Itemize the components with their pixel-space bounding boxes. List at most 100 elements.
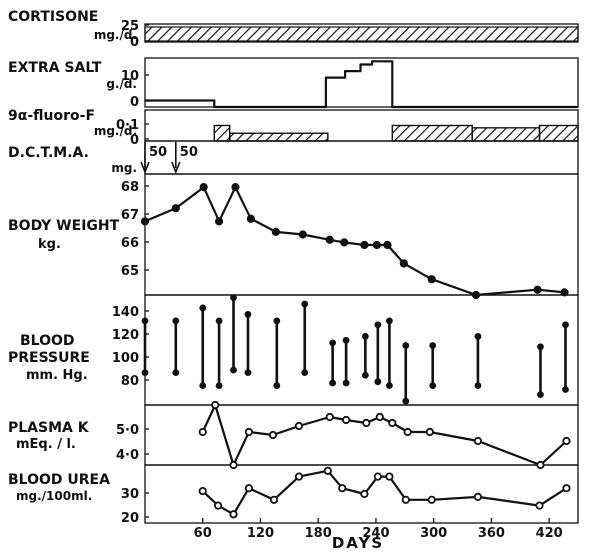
cortisone-label-1: mg./d.	[94, 28, 137, 42]
plasma-k-point	[403, 427, 412, 437]
blood-urea-ytick: 20	[121, 511, 139, 526]
fluoro-f-label-0: 9α-fluoro-F	[8, 108, 95, 124]
bp-systolic-point	[172, 317, 180, 325]
body-weight-point	[271, 227, 280, 236]
bp-systolic-point	[402, 342, 410, 349]
plasma-k-point	[211, 400, 220, 410]
body-weight-frame	[144, 173, 579, 296]
blood-pressure-label-1: PRESSURE	[8, 350, 90, 366]
body-weight-point	[340, 238, 349, 247]
blood-urea-frame	[144, 464, 579, 524]
plasma-k-point	[388, 418, 397, 428]
plasma-k-point	[198, 427, 207, 437]
blood-urea-point	[323, 466, 332, 475]
body-weight-point	[360, 240, 369, 250]
x-tick-label: 300	[420, 526, 447, 541]
bp-systolic-point	[244, 311, 252, 318]
cortisone-dose-band	[144, 26, 579, 42]
cortisone-label-0: CORTISONE	[8, 9, 98, 25]
bp-diastolic-point	[199, 382, 207, 389]
plasma-k-point	[473, 436, 483, 446]
body-weight-ytick: 67	[121, 208, 139, 223]
bp-diastolic-point	[474, 382, 482, 389]
bp-diastolic-point	[361, 371, 369, 379]
bp-diastolic-point	[329, 379, 337, 387]
x-tick-label: 120	[247, 526, 274, 541]
x-axis: DAYS 60 120 180 240 300 360 420	[194, 518, 563, 552]
blood-urea-point	[198, 486, 207, 496]
bp-systolic-point	[374, 321, 382, 329]
fluoro-f-dose-bar	[471, 127, 541, 142]
body-weight-point	[427, 275, 436, 284]
bp-systolic-point	[199, 304, 207, 312]
bp-diastolic-point	[386, 382, 393, 389]
body-weight-point	[246, 214, 255, 223]
plasma-k-point	[268, 430, 278, 440]
bp-systolic-point	[474, 333, 482, 340]
bp-diastolic-point	[301, 369, 309, 377]
blood-urea-point	[535, 501, 544, 510]
plasma-k-point	[244, 427, 254, 437]
blood-urea-point	[360, 489, 369, 499]
fluoro-f-ytick: 0·1	[116, 118, 139, 133]
blood-urea-point	[294, 472, 304, 481]
blood-urea-point	[373, 472, 382, 481]
blood-pressure-frame	[144, 294, 579, 406]
blood-urea-point	[427, 495, 436, 504]
x-tick-label: 240	[362, 526, 389, 541]
dctma-label-1: mg.	[111, 161, 137, 175]
blood-pressure-ytick: 100	[112, 351, 139, 366]
blood-pressure-ytick: 140	[112, 305, 139, 320]
body-weight-point	[399, 259, 408, 268]
body-weight-point	[372, 240, 381, 250]
plasma-k-point	[562, 436, 571, 446]
body-weight-point	[199, 183, 208, 192]
x-tick-label: 420	[536, 526, 563, 541]
plasma-k-point	[325, 412, 334, 422]
body-weight-point	[325, 235, 334, 244]
cortisone-ytick: 25	[121, 19, 139, 34]
bp-diastolic-point	[342, 379, 350, 387]
dctma-dose-label: 50	[180, 145, 198, 160]
plasma-k-point	[375, 412, 384, 422]
extra-salt-frame	[144, 57, 579, 108]
chart-marks: 50 50	[140, 26, 579, 519]
bp-systolic-point	[301, 300, 309, 308]
body-weight-point	[171, 204, 180, 213]
plasma-k-line	[201, 403, 568, 467]
body-weight-point	[231, 183, 240, 192]
plasma-k-point	[342, 415, 351, 425]
blood-urea-point	[229, 510, 238, 519]
plasma-k-ytick: 5·0	[116, 423, 139, 438]
x-tick-label: 360	[478, 526, 505, 541]
dctma-label-0: D.C.T.M.A.	[8, 145, 89, 161]
blood-urea-ytick: 30	[121, 487, 139, 502]
fluoro-f-label-1: mg./d.	[94, 124, 137, 138]
body-weight-ytick: 68	[121, 180, 139, 195]
bp-diastolic-point	[537, 391, 544, 399]
body-weight-label-0: BODY WEIGHT	[8, 218, 120, 234]
bp-diastolic-point	[244, 369, 252, 377]
body-weight-label-1: kg.	[38, 237, 61, 252]
blood-urea-point	[401, 495, 410, 504]
extra-salt-ytick: 10	[121, 69, 139, 84]
blood-urea-label-0: BLOOD UREA	[8, 472, 110, 488]
blood-urea-point	[214, 501, 223, 510]
blood-pressure-label-0: BLOOD	[20, 333, 75, 349]
bp-systolic-point	[386, 317, 393, 325]
x-tick-label: 60	[194, 526, 212, 541]
plasma-k-point	[294, 421, 304, 431]
body-weight-point	[560, 288, 569, 297]
bp-systolic-point	[329, 339, 337, 347]
body-weight-point	[471, 290, 481, 300]
body-weight-point	[214, 217, 224, 226]
plasma-k-ytick: 4·0	[116, 448, 139, 463]
fluoro-f-ytick: 0	[130, 133, 139, 148]
panel-frames	[144, 23, 579, 524]
blood-urea-point	[473, 492, 483, 501]
x-axis-title: DAYS	[332, 534, 384, 552]
dctma-arrow-head	[140, 161, 150, 175]
extra-salt-step-line	[145, 60, 578, 109]
bp-diastolic-point	[562, 386, 569, 393]
